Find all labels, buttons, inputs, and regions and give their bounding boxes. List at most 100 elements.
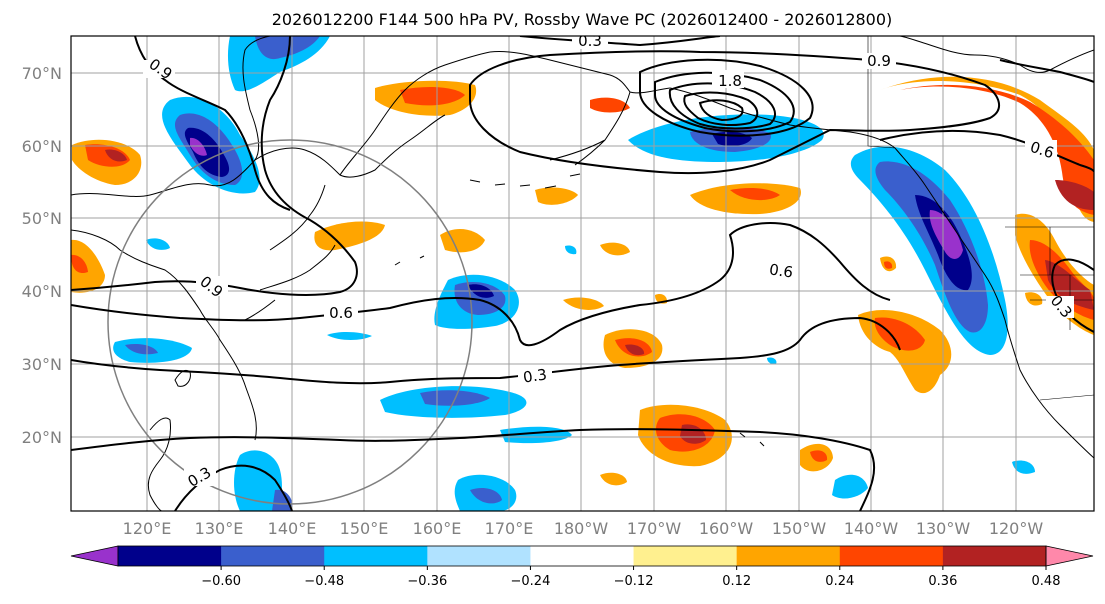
anomaly-region-small-f	[767, 357, 777, 365]
anomaly-region-small-a	[146, 238, 170, 250]
lat-label: 50°N	[22, 209, 62, 228]
contour-gulf-low-5	[698, 99, 744, 122]
contour-label: 0.6	[768, 260, 794, 281]
anomaly-region-arctic-north	[227, 36, 330, 92]
anomaly-region-small-b	[327, 332, 372, 340]
lat-label: 70°N	[22, 64, 62, 83]
lat-label: 20°N	[22, 428, 62, 447]
coastline-korea-china	[71, 229, 257, 441]
border-us-states	[1020, 227, 1094, 330]
colorbar-tick-label: 0.12	[722, 574, 751, 589]
lat-label: 60°N	[22, 137, 62, 156]
colorbar-tick-label: −0.48	[304, 574, 344, 589]
colorbar-ticks: −0.60 −0.48 −0.36 −0.24 −0.12 0.12 0.24 0.36 0.4…	[201, 566, 1061, 589]
colorbar-tick-label: −0.24	[511, 574, 551, 589]
lon-label: 160°E	[413, 519, 462, 538]
contour-label: 1.8	[718, 72, 742, 90]
anomaly-region-small-d	[1012, 460, 1035, 474]
colorbar-tick-label: −0.36	[407, 574, 447, 589]
anomaly-region-small-g	[535, 187, 578, 205]
positive-anomaly-areas	[71, 76, 1094, 486]
anomaly-region-central-pacific-deep	[625, 344, 645, 356]
colorbar: −0.60 −0.48 −0.36 −0.24 −0.12 0.12 0.24 0.36 0.4…	[70, 545, 1094, 589]
anomaly-region-kamchatka-max	[190, 137, 207, 156]
lon-label: 130°E	[195, 519, 244, 538]
lon-label: 160°W	[699, 519, 754, 538]
colorbar-segment	[736, 546, 841, 566]
anomaly-region-alaska-canada-core	[900, 84, 1094, 215]
anomaly-region-aleutian-south-core	[730, 187, 780, 201]
contour-0.6-arctic	[999, 59, 1094, 83]
anomaly-region-small-i	[563, 297, 604, 310]
anomaly-region-small-n	[600, 472, 627, 486]
map-panel: 0.3 0.9 1.8 0.9 0.6 0.9 0.6 0.6 0.3 0.3 …	[70, 35, 1095, 512]
contour-0.9-arc	[71, 36, 358, 296]
coastline-canada-north	[899, 36, 1094, 73]
colorbar-extend-low	[70, 545, 119, 567]
contour-0.3-south	[71, 428, 876, 511]
colorbar-tick-label: −0.12	[614, 574, 654, 589]
anomaly-region-west-edge-core	[71, 254, 88, 274]
anomaly-region-alaska-canada-deep	[1055, 180, 1094, 210]
lon-label: 140°W	[844, 519, 899, 538]
lon-label: 130°W	[916, 519, 971, 538]
anomaly-region-small-h	[600, 242, 630, 256]
lat-label: 40°N	[22, 282, 62, 301]
colorbar-tick-label: 0.48	[1032, 574, 1061, 589]
coastline-asia-north	[71, 36, 271, 197]
contour-labels: 0.3 0.9 1.8 0.9 0.6 0.9 0.6 0.6 0.3 0.3 …	[143, 36, 1076, 491]
colorbar-segment	[839, 546, 944, 566]
border-alaska-canada	[867, 36, 896, 149]
coastline-north-america-west	[894, 147, 1094, 459]
lon-label: 120°W	[989, 519, 1044, 538]
chart-title: 2026012200 F144 500 hPa PV, Rossby Wave …	[272, 10, 893, 29]
contour-0.9-outer	[469, 50, 1000, 175]
anomaly-region-japan-east	[314, 221, 385, 251]
contour-0.6-northwest	[1051, 258, 1094, 333]
anomaly-region-small-e	[565, 245, 577, 255]
lon-label: 170°E	[485, 519, 534, 538]
lon-label: 150°E	[340, 519, 389, 538]
colorbar-segment	[324, 546, 428, 566]
contour-0.3-sw	[174, 464, 293, 511]
lon-label: 170°W	[627, 519, 682, 538]
colorbar-segment	[221, 546, 325, 566]
graticule	[71, 36, 1094, 511]
coastline-japan	[244, 184, 336, 321]
colorbar-segment	[427, 546, 531, 566]
contour-gulf-low-1	[639, 58, 814, 137]
anomaly-region-small-m	[1025, 292, 1043, 306]
colorbar-segment	[530, 546, 635, 566]
colorbar-tick-label: 0.24	[825, 574, 854, 589]
anomaly-region-dateline-mid-core	[454, 282, 506, 315]
contour-0.6-main	[71, 222, 891, 347]
colorbar-tick-label: −0.60	[201, 574, 241, 589]
anomaly-region-west-coast-core	[875, 161, 988, 333]
lat-label: 30°N	[22, 355, 62, 374]
lon-label: 180°W	[554, 519, 609, 538]
anomaly-region-bering-sea-core	[400, 87, 465, 106]
contour-label: 0.6	[329, 304, 353, 322]
coastline-aleutians	[469, 173, 581, 189]
colorbar-tick-label: 0.36	[928, 574, 957, 589]
contour-gulf-low-4	[683, 91, 759, 127]
colorbar-segments	[118, 546, 1047, 566]
anomaly-region-small-l-core	[884, 261, 893, 269]
contour-label: 0.9	[867, 52, 891, 70]
anomaly-region-small-c	[832, 474, 868, 499]
map-background	[71, 36, 1094, 511]
lon-label: 120°E	[123, 519, 172, 538]
anomaly-region-aleutian-north	[590, 97, 630, 113]
longitude-labels: 120°E 130°E 140°E 150°E 160°E 170°E 180°…	[123, 519, 1044, 538]
colorbar-segment	[118, 546, 222, 566]
anomaly-region-small-k-core	[810, 450, 828, 462]
anomaly-region-philippine-sea-core	[125, 343, 158, 355]
colorbar-extend-high	[1045, 545, 1094, 567]
lon-label: 140°E	[268, 519, 317, 538]
latitude-labels: 70°N 60°N 50°N 40°N 30°N 20°N	[22, 64, 62, 447]
colorbar-segment	[633, 546, 738, 566]
contour-0.3-north	[519, 36, 721, 47]
anomaly-region-arctic-north-core	[255, 36, 320, 60]
anomaly-region-pacific-northwest-deep	[1045, 260, 1094, 310]
